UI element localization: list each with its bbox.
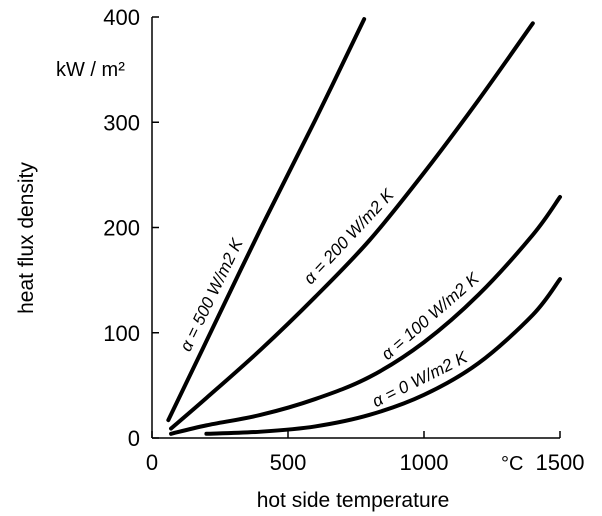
y-tick-label: 100 <box>103 321 140 346</box>
series-line <box>169 194 562 436</box>
series-line <box>166 17 367 423</box>
x-unit-label: °C <box>501 453 523 475</box>
y-axis-title: heat flux density <box>15 162 38 314</box>
axes <box>151 16 561 439</box>
x-axis-title: hot side temperature <box>257 489 450 512</box>
y-tick-label: 0 <box>128 426 140 451</box>
series-label: α = 200 W/m2 K <box>300 185 398 288</box>
y-tick-label: 400 <box>103 5 140 30</box>
series-labels: α = 500 W/m2 K α = 200 W/m2 Kα = 100 W/m2… <box>176 185 483 411</box>
x-tick-label: 500 <box>270 450 307 475</box>
series-label: α = 100 W/m2 K <box>378 269 483 364</box>
tick-labels: 0 100 200 300 400 0 500 1000 1500 <box>103 5 584 475</box>
series-lines <box>166 17 562 436</box>
x-tick-label: 1500 <box>536 450 585 475</box>
series-line <box>204 277 562 436</box>
series-label: α = 500 W/m2 K <box>176 235 247 354</box>
x-tick-label: 1000 <box>400 450 449 475</box>
y-tick-label: 300 <box>103 110 140 135</box>
y-unit-label: kW / m² <box>56 59 125 81</box>
series-line <box>169 21 535 431</box>
y-tick-label: 200 <box>103 216 140 241</box>
x-tick-label: 0 <box>146 450 158 475</box>
